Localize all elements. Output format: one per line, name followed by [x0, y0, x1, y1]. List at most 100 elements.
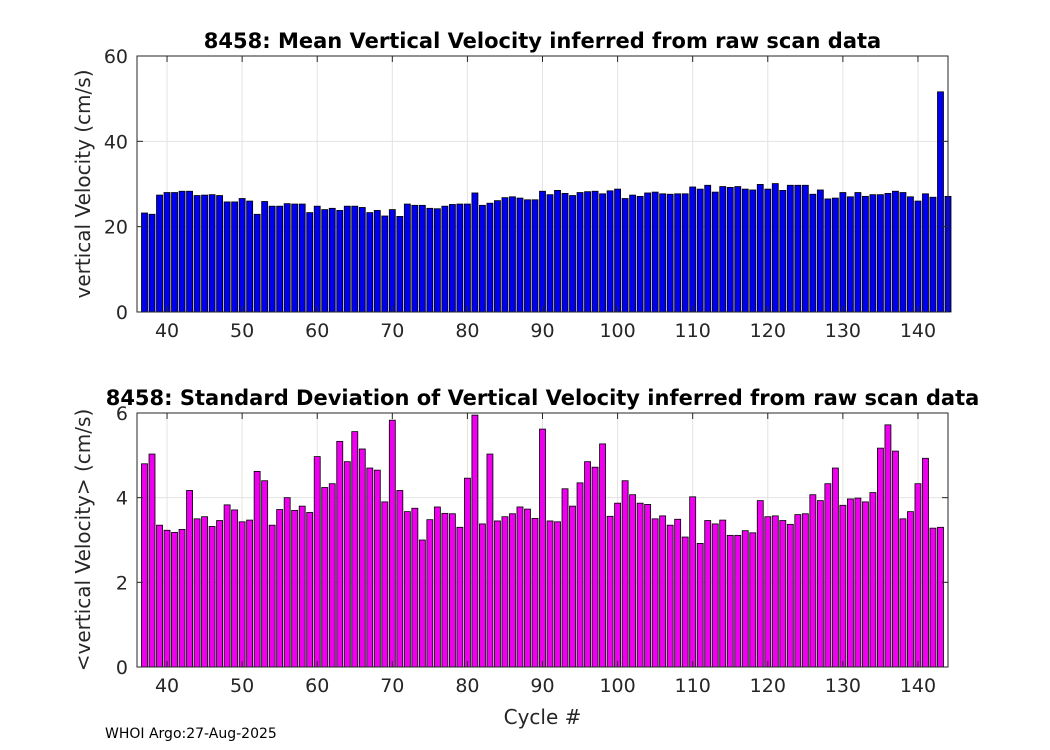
bar [208, 526, 216, 668]
bar [621, 480, 629, 668]
bar [666, 193, 674, 313]
bar [441, 512, 449, 668]
bar [246, 200, 254, 313]
y-tick-label: 2 [116, 572, 128, 594]
x-axis-label: Cycle # [504, 705, 582, 729]
bar [141, 212, 148, 313]
bar [809, 193, 817, 313]
bar [569, 195, 576, 313]
bar [929, 196, 937, 313]
bar [629, 194, 637, 313]
bar [621, 198, 629, 313]
bar [223, 201, 231, 313]
bar [681, 193, 689, 313]
bar [509, 196, 516, 313]
bar [771, 183, 779, 313]
bar [456, 526, 464, 668]
bar [163, 529, 171, 668]
bar [366, 212, 374, 313]
bar [433, 506, 441, 668]
bar [388, 419, 396, 668]
bar [486, 202, 494, 313]
bar [861, 195, 869, 313]
bar [779, 520, 787, 668]
bar [313, 456, 321, 668]
x-tick-label: 100 [599, 675, 635, 697]
bar [599, 443, 606, 668]
bar [426, 519, 434, 668]
bar [216, 520, 224, 668]
x-tick-label: 80 [455, 675, 479, 697]
y-tick-label: 0 [116, 302, 128, 324]
bar [238, 521, 246, 668]
bar [606, 190, 614, 313]
bar [816, 500, 824, 668]
bar [929, 527, 937, 668]
bar [569, 505, 576, 668]
x-tick-label: 40 [155, 320, 179, 342]
bar [869, 194, 877, 313]
bar [463, 203, 471, 313]
bar [163, 192, 171, 313]
bar [899, 518, 907, 668]
bar [396, 216, 404, 313]
footer-credit: WHOI Argo:27-Aug-2025 [105, 726, 277, 742]
bar [764, 188, 772, 313]
y-tick-label: 4 [116, 488, 128, 510]
bar [659, 193, 667, 313]
bar [651, 191, 659, 313]
x-tick-label: 40 [155, 675, 179, 697]
bar [869, 492, 877, 668]
bar [283, 497, 291, 668]
bar [471, 192, 479, 313]
bar [719, 186, 727, 313]
bar [681, 536, 689, 668]
bar [343, 205, 351, 313]
bar [741, 530, 749, 668]
chart-title: 8458: Standard Deviation of Vertical Vel… [106, 386, 980, 410]
bar [358, 448, 366, 668]
bar [914, 200, 922, 313]
bar [749, 189, 757, 313]
bar [268, 205, 276, 313]
mean-velocity-chart: 40 50 60 70 80 90 100 110 120 130 140 0 20 40 60 8458: … [71, 29, 952, 342]
bar [839, 192, 847, 313]
bar [298, 505, 306, 668]
y-tick-label: 0 [116, 657, 128, 679]
bar [892, 190, 899, 313]
bar [381, 501, 389, 668]
bar [351, 205, 359, 313]
bar [141, 463, 148, 668]
bar [809, 494, 817, 668]
y-axis-label: vertical Velocity (cm/s) [71, 70, 95, 299]
bar [689, 186, 697, 313]
bar [321, 487, 329, 668]
bar [711, 523, 719, 668]
bar [509, 513, 516, 668]
bar [756, 500, 764, 668]
bar [283, 203, 291, 313]
bar [403, 203, 411, 313]
bar [576, 192, 584, 313]
x-tick-label: 60 [305, 320, 329, 342]
bar [336, 210, 344, 313]
bar [456, 203, 464, 313]
bar [253, 213, 261, 313]
bar [441, 205, 449, 313]
bar [584, 191, 591, 313]
bar [591, 466, 599, 668]
bar [246, 519, 254, 668]
bar [366, 467, 374, 668]
bar [779, 189, 787, 313]
bar [156, 524, 163, 668]
x-tick-label: 70 [380, 320, 404, 342]
bar [824, 483, 832, 668]
bar [576, 482, 584, 668]
bar [193, 195, 201, 313]
bar [148, 213, 156, 313]
bar [351, 431, 359, 668]
bar [208, 194, 216, 313]
bar [907, 511, 914, 668]
bar [171, 192, 178, 313]
bar [524, 199, 531, 313]
